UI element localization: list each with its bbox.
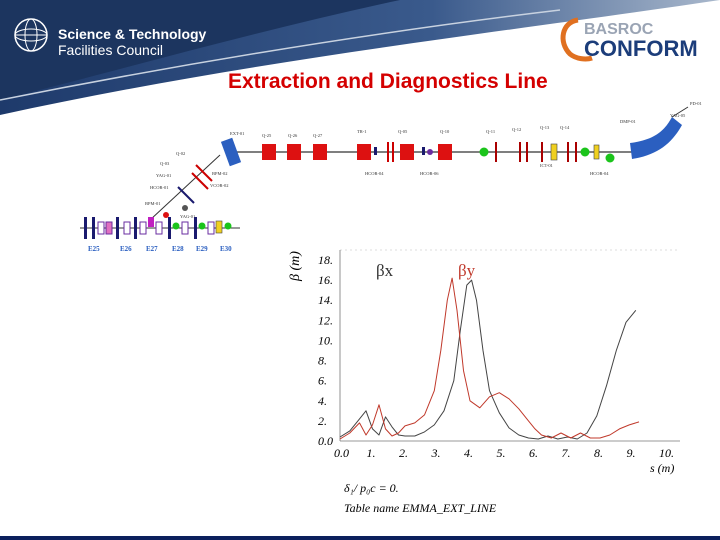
- logo-swoosh-icon: [560, 17, 593, 62]
- svg-text:TR-1: TR-1: [357, 129, 367, 134]
- x-tick-label: 4.: [464, 446, 473, 460]
- svg-text:BPM-02: BPM-02: [212, 171, 228, 176]
- svg-text:Q-12: Q-12: [512, 127, 521, 132]
- x-tick-label: 0.0: [334, 446, 349, 460]
- legend-betay: βy: [458, 261, 476, 280]
- x-tick-label: 10.: [659, 446, 674, 460]
- svg-text:Q-03: Q-03: [160, 161, 170, 166]
- svg-text:PD-01: PD-01: [690, 101, 702, 106]
- y-tick-label: 12.: [318, 313, 333, 327]
- svg-text:Q-10: Q-10: [440, 129, 450, 134]
- svg-text:BPM-01: BPM-01: [145, 201, 161, 206]
- x-axis-label: s (m): [650, 461, 674, 475]
- x-tick-label: 3.: [431, 446, 441, 460]
- svg-text:EXT-01: EXT-01: [230, 131, 244, 136]
- y-tick-label: 2.: [318, 414, 327, 428]
- logo-conform-text: CONFORM: [584, 36, 698, 61]
- svg-text:Q-02: Q-02: [176, 151, 185, 156]
- svg-text:Q-13: Q-13: [540, 125, 550, 130]
- y-tick-label: 0.0: [318, 434, 333, 448]
- x-tick-label: 1.: [367, 446, 376, 460]
- header-banner: [0, 0, 720, 115]
- footer-bar: [0, 536, 720, 540]
- quadrupole: [438, 144, 452, 160]
- svg-text:DMP-01: DMP-01: [620, 119, 636, 124]
- beamline-lattice-diagram: EXT-01 Q-25 Q-26 Q-27 TR-1 Q-05 Q-10 Q-11 Q-12…: [80, 101, 702, 253]
- svg-text:YAG-01: YAG-01: [156, 173, 171, 178]
- cell-label: E27: [146, 245, 158, 253]
- svg-text:HCOR-01: HCOR-01: [150, 185, 169, 190]
- x-tick-label: 7.: [562, 446, 571, 460]
- svg-text:Q-14: Q-14: [560, 125, 570, 130]
- svg-text:HCOR-04: HCOR-04: [365, 171, 384, 176]
- svg-text:Q-26: Q-26: [288, 133, 298, 138]
- cell-label: E29: [196, 245, 208, 253]
- y-tick-label: 4.: [318, 394, 327, 408]
- stfc-logo: Science & Technology Facilities Council: [12, 12, 222, 60]
- series-betax-line: [339, 279, 637, 440]
- cell-label: E26: [120, 245, 132, 253]
- series-betay-line: [339, 277, 640, 440]
- slide-title: Extraction and Diagnostics Line: [228, 70, 548, 93]
- stfc-emblem-icon: [14, 18, 48, 52]
- cell-label: E25: [88, 245, 100, 253]
- bpm: [580, 147, 590, 157]
- org-name-line2: Facilities Council: [58, 42, 164, 58]
- org-name: Science & Technology Facilities Council: [58, 26, 206, 58]
- y-tick-label: 18.: [318, 253, 333, 267]
- x-tick-label: 5.: [497, 446, 506, 460]
- x-tick-label: 6.: [529, 446, 538, 460]
- cell-label: E28: [172, 245, 184, 253]
- params-line: δ₁/ p₀c = 0.: [344, 481, 399, 495]
- ring-cells: [84, 217, 232, 239]
- svg-text:YAG-01: YAG-01: [180, 214, 195, 219]
- table-name-line: Table name EMMA_EXT_LINE: [344, 501, 497, 515]
- x-tick-label: 9.: [627, 446, 636, 460]
- dipole-dump: [630, 117, 682, 159]
- bpm: [605, 153, 615, 163]
- cell-label: E30: [220, 245, 232, 253]
- svg-text:HCOR-06: HCOR-06: [420, 171, 439, 176]
- quadrupole: [262, 144, 276, 160]
- bpm: [479, 147, 489, 157]
- septum-magnet: [220, 137, 242, 167]
- basroc-conform-logo: BASROC CONFORM: [556, 12, 706, 64]
- logo-basroc-text: BASROC: [584, 21, 654, 38]
- svg-text:Q-11: Q-11: [486, 129, 495, 134]
- beta-function-chart: β (m) s (m) βx βy 0.0 2. 4. 6. 8. 10. 12. 14. 16…: [280, 240, 700, 540]
- svg-text:VCOR-02: VCOR-02: [210, 183, 229, 188]
- quadrupole: [357, 144, 371, 160]
- y-tick-label: 14.: [318, 293, 333, 307]
- org-name-line1: Science & Technology: [58, 26, 207, 42]
- y-tick-label: 16.: [318, 273, 333, 287]
- svg-text:Q-05: Q-05: [398, 129, 408, 134]
- quadrupole: [287, 144, 301, 160]
- y-axis-label: β (m): [288, 251, 303, 282]
- quadrupole: [400, 144, 414, 160]
- svg-text:HCOR-04: HCOR-04: [590, 171, 609, 176]
- y-tick-label: 10.: [318, 333, 333, 347]
- x-tick-label: 2.: [399, 446, 408, 460]
- svg-text:YAG-05: YAG-05: [670, 113, 686, 118]
- y-tick-label: 6.: [318, 374, 327, 388]
- svg-text:ICT-01: ICT-01: [540, 163, 553, 168]
- legend-betax: βx: [376, 261, 394, 280]
- svg-text:Q-27: Q-27: [313, 133, 323, 138]
- y-tick-label: 8.: [318, 354, 327, 368]
- quadrupole: [313, 144, 327, 160]
- x-tick-label: 8.: [594, 446, 603, 460]
- svg-text:Q-25: Q-25: [262, 133, 272, 138]
